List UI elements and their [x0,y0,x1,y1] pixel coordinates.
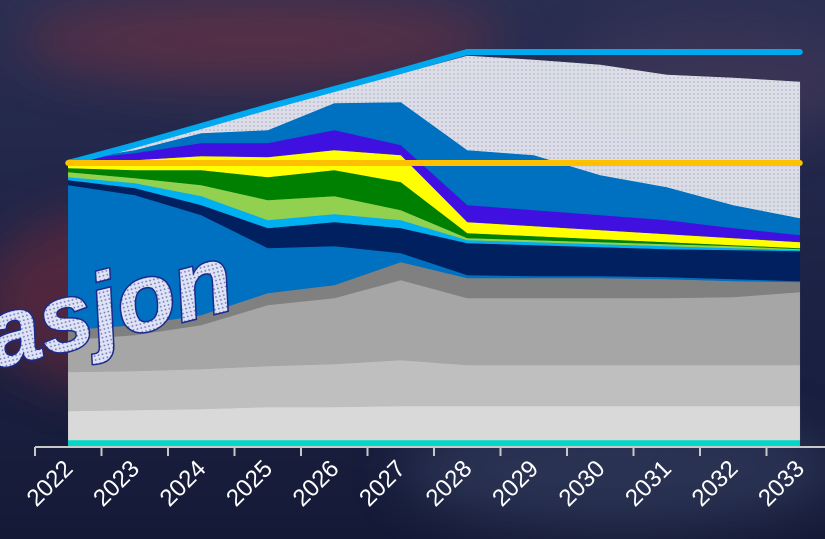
line [65,49,803,166]
area-texture [68,56,800,218]
area [68,439,801,448]
plot-area [65,49,803,448]
area [68,405,801,441]
